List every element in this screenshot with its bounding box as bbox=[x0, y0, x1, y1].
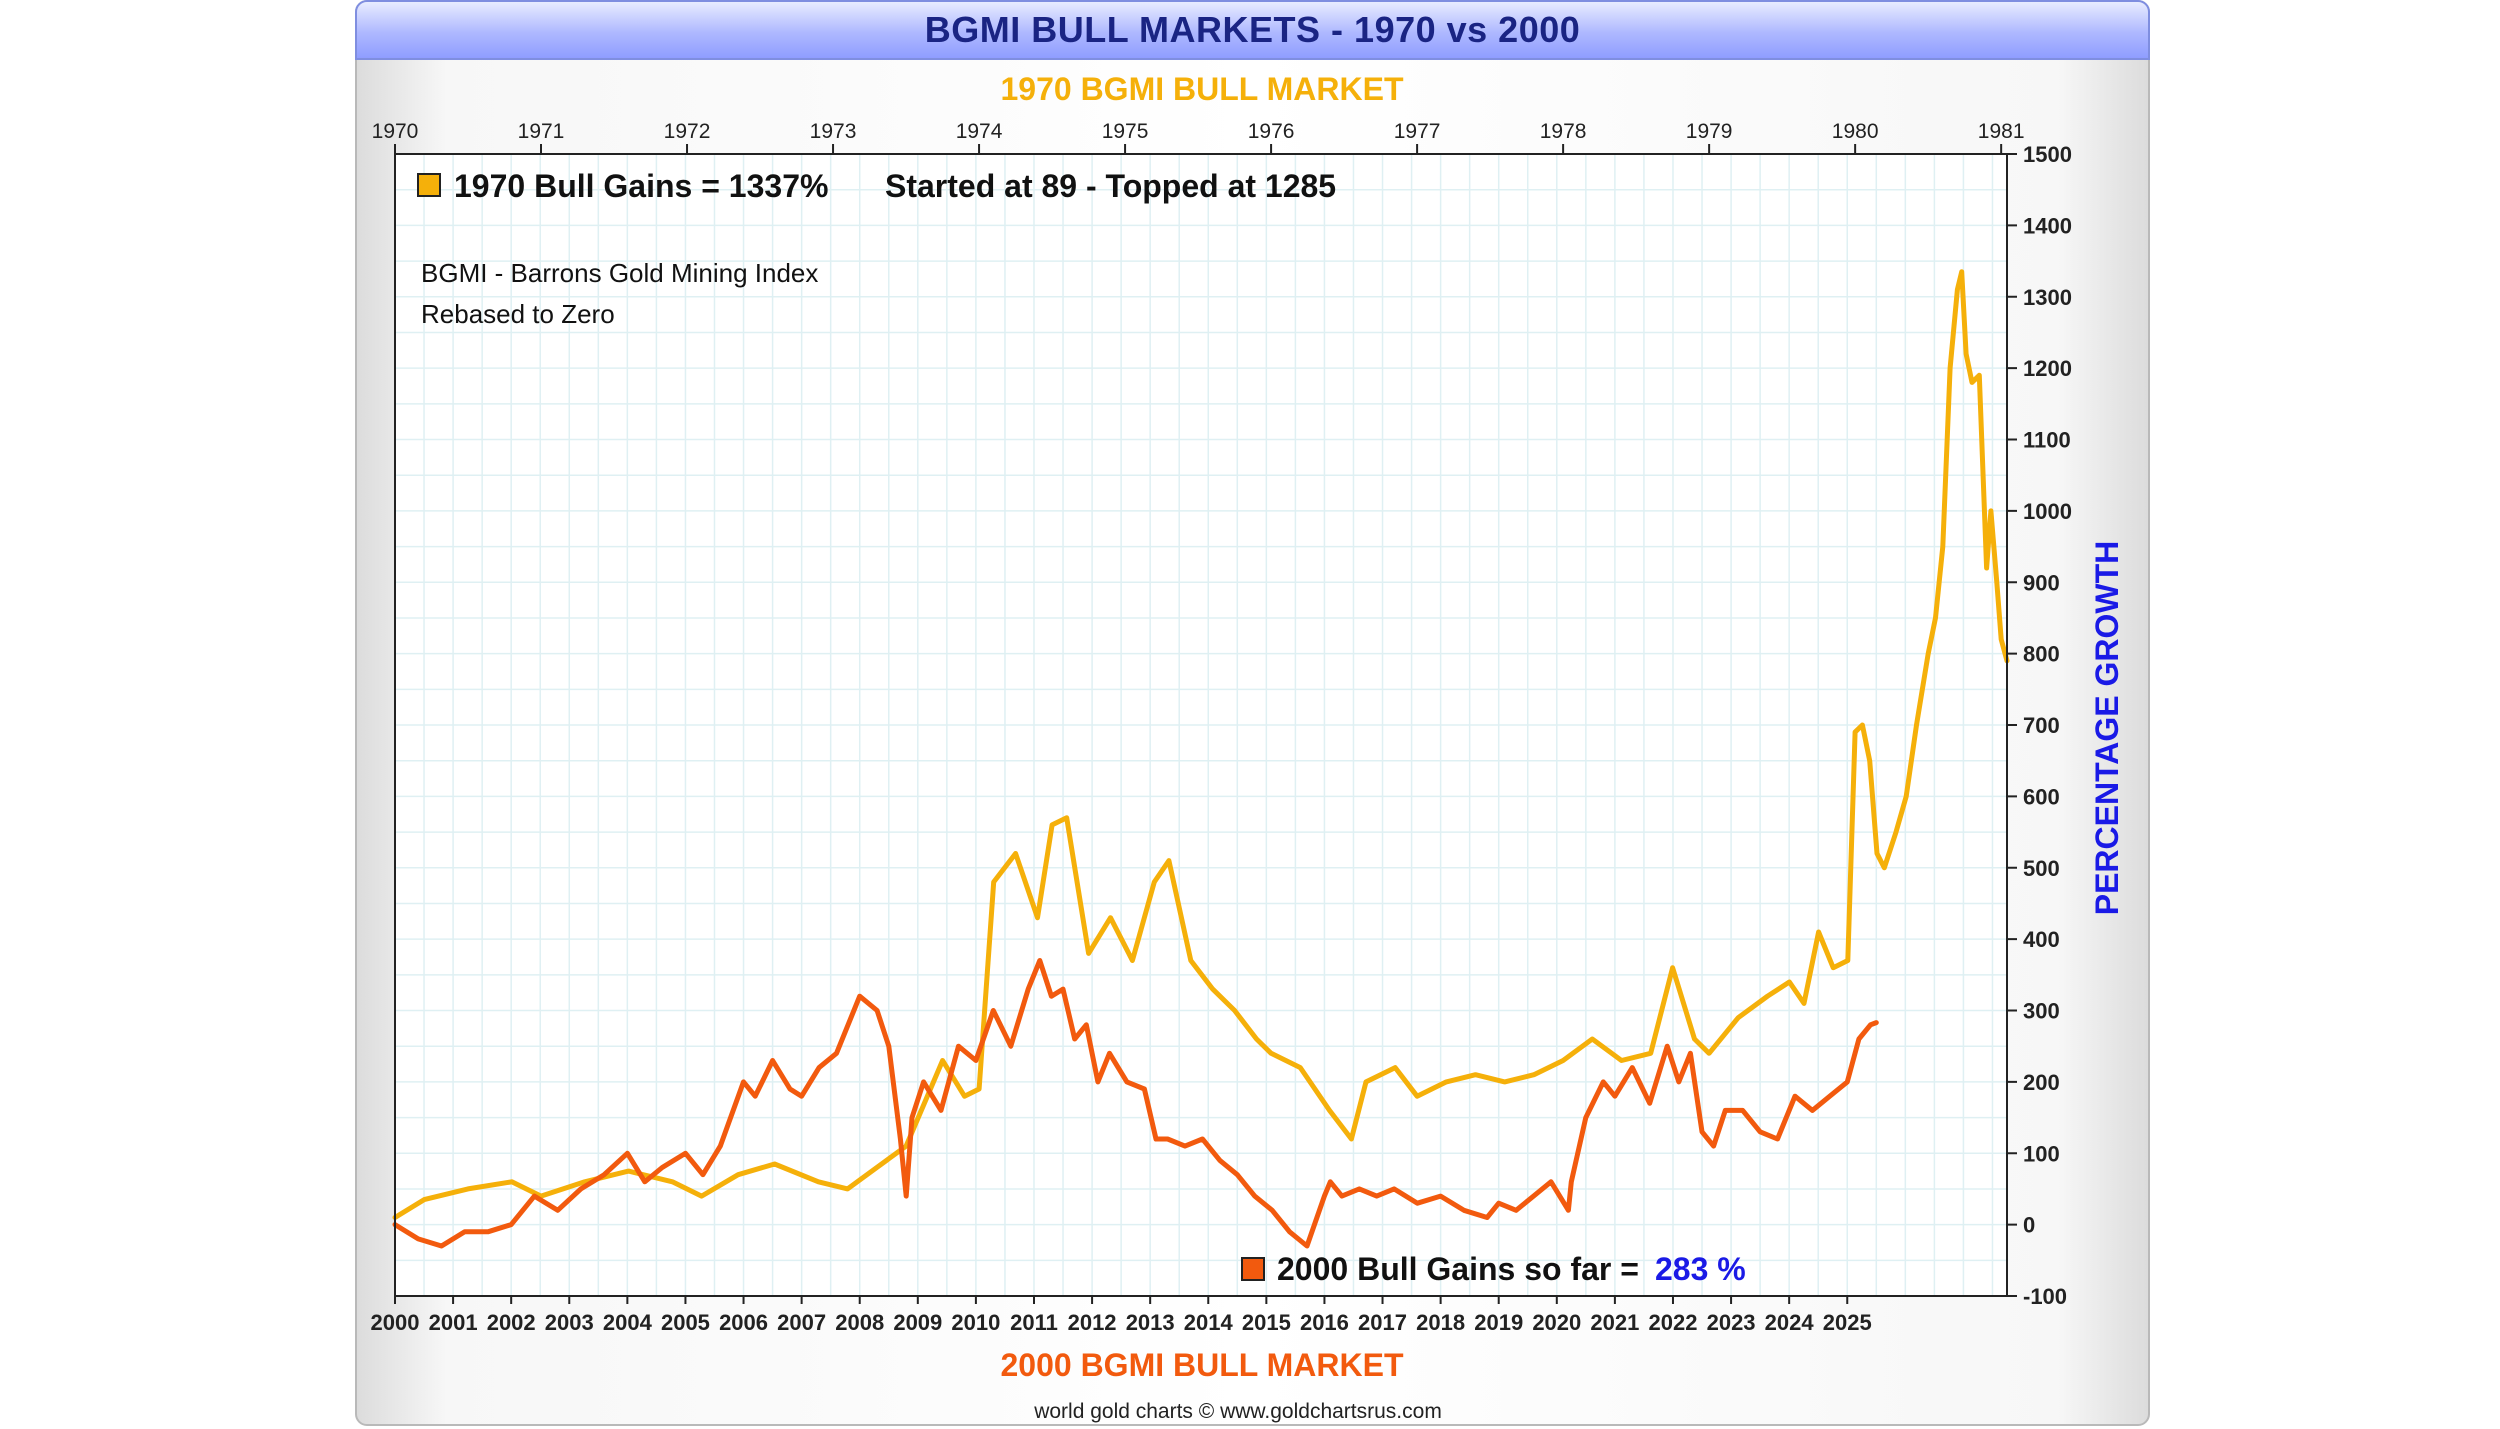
bottom-tick-label: 2015 bbox=[1242, 1310, 1291, 1335]
started-topped-label: Started at 89 - Topped at 1285 bbox=[885, 168, 1336, 204]
top-tick-label: 1975 bbox=[1102, 120, 1149, 143]
series-lines bbox=[392, 269, 2010, 1249]
top-tick-label: 1971 bbox=[518, 120, 565, 143]
bottom-tick-label: 2020 bbox=[1532, 1310, 1581, 1335]
bottom-tick-label: 2016 bbox=[1300, 1310, 1349, 1335]
title-bar: BGMI BULL MARKETS - 1970 vs 2000 bbox=[355, 0, 2150, 60]
top-x-axis-ticks: 1970 1971 1972 1973 1974 1975 1976 1977 1978 1979… bbox=[372, 120, 2025, 154]
bottom-tick-label: 2007 bbox=[777, 1310, 826, 1335]
y-axis-title: PERCENTAGE GROWTH bbox=[2089, 541, 2125, 916]
y-tick-label: 400 bbox=[2023, 927, 2060, 952]
y-tick-label: 700 bbox=[2023, 713, 2060, 738]
bottom-tick-label: 2006 bbox=[719, 1310, 768, 1335]
y-tick-label: 1100 bbox=[2023, 428, 2071, 453]
y-axis-ticks: 1500140013001200110010009008007006005004… bbox=[2007, 142, 2072, 1309]
bottom-tick-label: 2005 bbox=[661, 1310, 710, 1335]
top-tick-label: 1978 bbox=[1540, 120, 1587, 143]
bottom-tick-label: 2024 bbox=[1765, 1310, 1815, 1335]
series-1970-line bbox=[392, 269, 2010, 1220]
top-tick-label: 1979 bbox=[1686, 120, 1733, 143]
bottom-tick-label: 2023 bbox=[1707, 1310, 1756, 1335]
bottom-tick-label: 2012 bbox=[1068, 1310, 1117, 1335]
bottom-tick-label: 2009 bbox=[893, 1310, 942, 1335]
bottom-x-axis-ticks: 2000 2001 2002 2003 2004 2005 2006 2007 2008 2009… bbox=[371, 1296, 1872, 1335]
y-tick-label: -100 bbox=[2023, 1284, 2067, 1309]
bottom-tick-label: 2010 bbox=[951, 1310, 1000, 1335]
bottom-tick-label: 2000 bbox=[371, 1310, 420, 1335]
y-tick-label: 1000 bbox=[2023, 499, 2072, 524]
bottom-tick-label: 2011 bbox=[1010, 1310, 1058, 1335]
legend-2000-swatch bbox=[1241, 1257, 1265, 1281]
bottom-tick-label: 2014 bbox=[1184, 1310, 1234, 1335]
chart-title: BGMI BULL MARKETS - 1970 vs 2000 bbox=[924, 9, 1581, 50]
y-tick-label: 900 bbox=[2023, 570, 2060, 595]
bottom-tick-label: 2001 bbox=[429, 1310, 478, 1335]
top-tick-label: 1974 bbox=[956, 120, 1003, 143]
bottom-tick-label: 2004 bbox=[603, 1310, 653, 1335]
bottom-tick-label: 2017 bbox=[1358, 1310, 1407, 1335]
top-tick-label: 1981 bbox=[1978, 120, 2025, 143]
bottom-tick-label: 2018 bbox=[1416, 1310, 1465, 1335]
legend-2000-value: 283 % bbox=[1655, 1251, 1746, 1287]
y-tick-label: 500 bbox=[2023, 856, 2060, 881]
y-tick-label: 800 bbox=[2023, 642, 2060, 667]
bottom-tick-label: 2022 bbox=[1649, 1310, 1698, 1335]
index-note-1: BGMI - Barrons Gold Mining Index bbox=[421, 258, 818, 288]
y-tick-label: 1300 bbox=[2023, 285, 2072, 310]
legend-1970-swatch bbox=[417, 173, 441, 197]
bottom-tick-label: 2002 bbox=[487, 1310, 536, 1335]
top-tick-label: 1970 bbox=[372, 120, 419, 143]
series-2000-line bbox=[392, 958, 1879, 1249]
y-tick-label: 100 bbox=[2023, 1141, 2060, 1166]
y-tick-label: 300 bbox=[2023, 999, 2060, 1024]
bottom-tick-label: 2013 bbox=[1126, 1310, 1175, 1335]
legend-1970-label: 1970 Bull Gains = 1337% bbox=[454, 168, 828, 204]
top-tick-label: 1977 bbox=[1394, 120, 1441, 143]
top-axis-title: 1970 BGMI BULL MARKET bbox=[1000, 71, 1403, 107]
index-note-2: Rebased to Zero bbox=[421, 299, 615, 329]
footer-credit: world gold charts © www.goldchartsrus.co… bbox=[1033, 1400, 1442, 1423]
bottom-tick-label: 2003 bbox=[545, 1310, 594, 1335]
bottom-tick-label: 2008 bbox=[835, 1310, 884, 1335]
legend-2000-label: 2000 Bull Gains so far = bbox=[1277, 1251, 1639, 1287]
bottom-tick-label: 2021 bbox=[1590, 1310, 1639, 1335]
plot-border bbox=[394, 153, 2008, 1297]
bottom-tick-label: 2019 bbox=[1474, 1310, 1523, 1335]
top-tick-label: 1980 bbox=[1832, 120, 1879, 143]
bottom-tick-label: 2025 bbox=[1823, 1310, 1872, 1335]
y-tick-label: 1400 bbox=[2023, 213, 2072, 238]
bottom-axis-title: 2000 BGMI BULL MARKET bbox=[1000, 1347, 1403, 1383]
y-tick-label: 200 bbox=[2023, 1070, 2060, 1095]
y-tick-label: 600 bbox=[2023, 784, 2060, 809]
y-tick-label: 1500 bbox=[2023, 142, 2072, 167]
y-tick-label: 1200 bbox=[2023, 356, 2072, 381]
top-tick-label: 1976 bbox=[1248, 120, 1295, 143]
y-tick-label: 0 bbox=[2023, 1213, 2035, 1238]
top-tick-label: 1972 bbox=[664, 120, 711, 143]
top-tick-label: 1973 bbox=[810, 120, 857, 143]
